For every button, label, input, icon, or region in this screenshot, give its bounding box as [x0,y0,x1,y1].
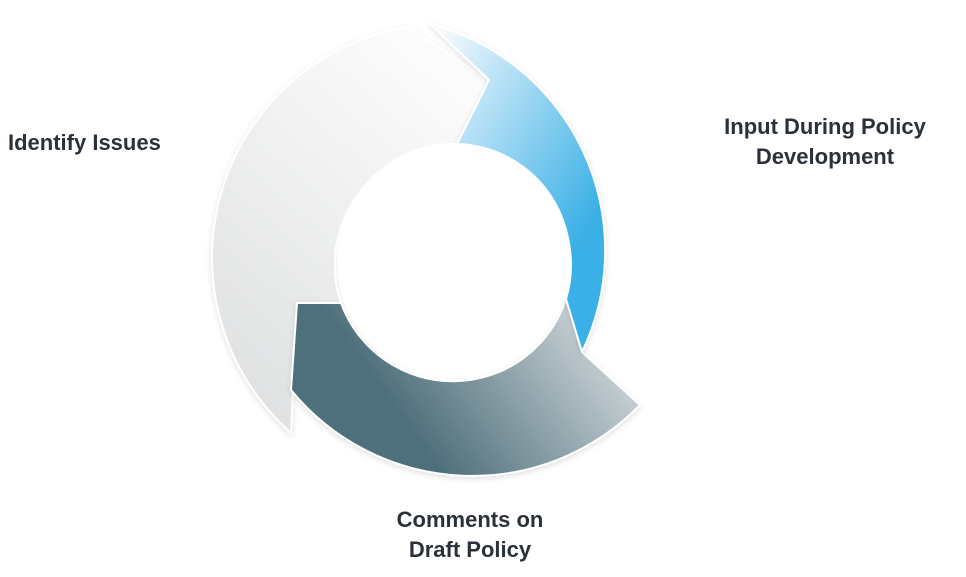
stage-label-line: Comments on [396,507,544,532]
stage-label-line: Input During Policy [724,114,926,139]
stage-label-identify-issues: Identify Issues [8,128,161,158]
stage-label-input-during-policy-development: Input During Policy Development [690,112,960,172]
stage-label-line: Identify Issues [8,130,161,155]
comments-draft-policy-arrow [290,298,641,477]
cycle-center [337,143,571,377]
stage-label-line: Development [755,144,895,169]
stage-label-comments-on-draft-policy: Comments on Draft Policy [340,505,600,565]
stage-label-line: Draft Policy [408,537,532,562]
